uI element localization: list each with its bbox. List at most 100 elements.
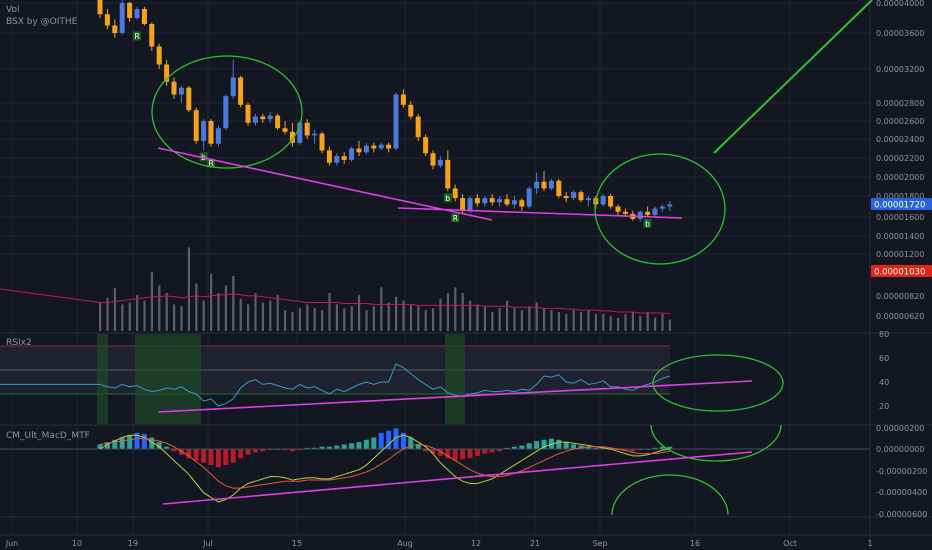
candle-body[interactable]	[245, 104, 251, 123]
candle-body[interactable]	[578, 192, 584, 201]
candle-body[interactable]	[252, 116, 258, 123]
candle-body[interactable]	[556, 180, 562, 196]
annotation-ellipse-3[interactable]	[652, 354, 784, 412]
candle-body[interactable]	[267, 115, 273, 120]
candle-body[interactable]	[408, 104, 414, 117]
candle-body[interactable]	[423, 137, 429, 154]
candle-body[interactable]	[223, 96, 229, 129]
macd-hist-bar	[571, 444, 577, 449]
candle-body[interactable]	[430, 153, 436, 166]
candle-body[interactable]	[548, 180, 554, 189]
candle-body[interactable]	[600, 196, 606, 205]
candle-body[interactable]	[652, 208, 658, 215]
candle-body[interactable]	[164, 64, 170, 82]
candle-body[interactable]	[104, 14, 110, 26]
candle-body[interactable]	[393, 94, 399, 149]
candle-body[interactable]	[474, 198, 480, 204]
candle-body[interactable]	[201, 121, 207, 141]
candle-body[interactable]	[319, 133, 325, 151]
candle-body[interactable]	[608, 196, 614, 207]
candle-body[interactable]	[297, 122, 303, 143]
candle-body[interactable]	[127, 3, 133, 18]
candle-body[interactable]	[304, 122, 310, 136]
candle-body[interactable]	[215, 128, 221, 144]
candle-body[interactable]	[386, 144, 392, 149]
candle-body[interactable]	[400, 94, 406, 105]
candle-body[interactable]	[178, 87, 184, 95]
candle-body[interactable]	[349, 148, 355, 160]
candle-body[interactable]	[356, 148, 362, 153]
candle-body[interactable]	[186, 87, 192, 111]
candle-body[interactable]	[526, 188, 532, 207]
candle-body[interactable]	[275, 115, 281, 129]
candle-body[interactable]	[141, 9, 147, 24]
candle-body[interactable]	[482, 198, 488, 204]
candle-body[interactable]	[282, 128, 288, 132]
annotation-green-trendline[interactable]	[713, 0, 873, 154]
candle-body[interactable]	[289, 131, 295, 143]
annotation-pink-trendline-macd[interactable]	[162, 451, 753, 505]
macd-hist-bar	[156, 442, 162, 449]
candle-body[interactable]	[334, 156, 340, 163]
drawing-annotations[interactable]	[151, 0, 873, 516]
candle-body[interactable]	[171, 81, 177, 95]
candle-body[interactable]	[312, 133, 318, 136]
macd-hist-bar	[238, 449, 244, 459]
candle-body[interactable]	[667, 204, 673, 207]
candle-body[interactable]	[504, 199, 510, 205]
candle-body[interactable]	[208, 121, 214, 144]
candle-body[interactable]	[415, 116, 421, 138]
candle-body[interactable]	[637, 211, 643, 219]
candle-body[interactable]	[230, 77, 236, 97]
candle-body[interactable]	[341, 156, 347, 160]
candle-body[interactable]	[489, 198, 495, 203]
annotation-ellipse-4[interactable]	[650, 424, 782, 462]
candle-body[interactable]	[371, 145, 377, 149]
annotation-ellipse-5[interactable]	[611, 474, 729, 516]
candle-body[interactable]	[452, 188, 458, 199]
candle-body[interactable]	[615, 206, 621, 212]
rsi-axis[interactable]: 80 60 40 20	[879, 330, 889, 411]
macd-axis[interactable]: 0.00000200 0.00000000 -0.00000200 -0.000004…	[876, 424, 927, 519]
candlesticks[interactable]	[97, 0, 673, 222]
candle-body[interactable]	[645, 211, 651, 215]
candle-body[interactable]	[149, 24, 155, 47]
macd-hist-bar	[423, 449, 429, 452]
candle-body[interactable]	[497, 199, 503, 203]
candle-body[interactable]	[467, 198, 473, 211]
annotation-pink-trendline-rsi[interactable]	[157, 380, 753, 413]
candle-body[interactable]	[534, 181, 540, 189]
candle-body[interactable]	[437, 159, 443, 166]
candle-body[interactable]	[134, 9, 140, 18]
candle-body[interactable]	[585, 198, 591, 201]
candle-body[interactable]	[541, 181, 547, 189]
price-axis[interactable]: 0.00004000 0.00003600 0.00003200 0.00002800…	[876, 0, 924, 321]
annotation-pink-trendline-1[interactable]	[157, 147, 493, 221]
candle-body[interactable]	[363, 145, 369, 153]
candle-body[interactable]	[659, 206, 665, 209]
annotation-ellipse-1[interactable]	[151, 55, 303, 169]
candle-body[interactable]	[97, 0, 103, 15]
candle-body[interactable]	[622, 211, 628, 214]
candle-body[interactable]	[193, 110, 199, 141]
candle-body[interactable]	[519, 200, 525, 207]
candle-body[interactable]	[460, 198, 466, 211]
candle-body[interactable]	[119, 3, 125, 33]
candle-body[interactable]	[571, 192, 577, 199]
candle-body[interactable]	[511, 200, 517, 205]
annotation-pink-trendline-2[interactable]	[397, 207, 683, 219]
time-axis[interactable]: Jun 10 19 Jul 15 Aug 12 21 Sep 16 Oct 1	[5, 539, 873, 548]
candle-body[interactable]	[445, 159, 451, 189]
volume-bar	[424, 310, 427, 331]
candle-body[interactable]	[326, 150, 332, 163]
candle-body[interactable]	[378, 144, 384, 149]
annotation-ellipse-2[interactable]	[594, 153, 726, 265]
volume-bar	[158, 285, 161, 331]
candle-body[interactable]	[112, 25, 118, 34]
candle-body[interactable]	[238, 77, 244, 105]
candle-body[interactable]	[156, 46, 162, 65]
candle-body[interactable]	[260, 116, 266, 120]
candle-body[interactable]	[563, 196, 569, 199]
